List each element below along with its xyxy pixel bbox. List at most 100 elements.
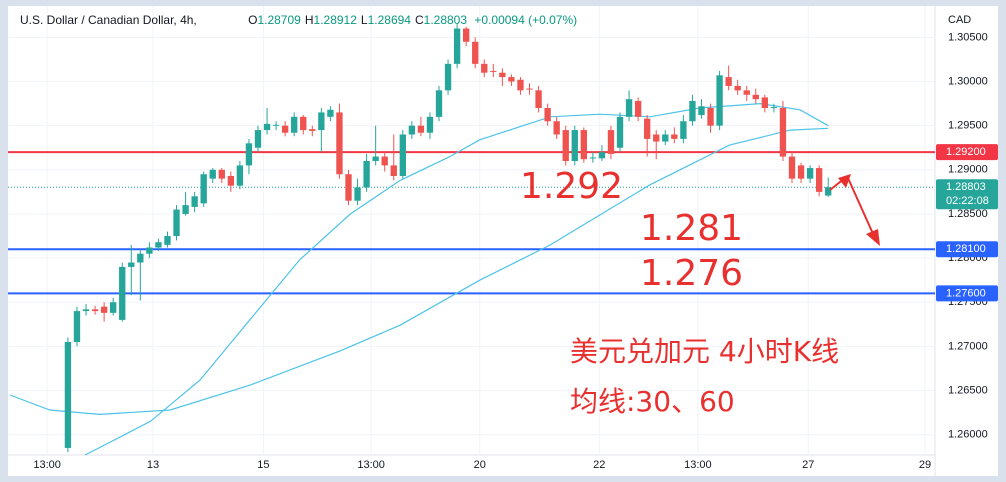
change: +0.00094 (+0.07%) [474, 13, 578, 27]
candle-body [64, 341, 72, 448]
x-tick-label: 27 [802, 459, 814, 471]
candle-body [589, 157, 597, 159]
moving-average [9, 127, 829, 416]
candle-body [345, 174, 352, 201]
candle-body [490, 70, 497, 72]
annotation: 1.276 [640, 253, 744, 294]
y-tick-label: 1.26000 [948, 429, 988, 441]
candle-body [263, 123, 271, 131]
candle-body [535, 90, 542, 109]
candle-body [100, 306, 108, 313]
current-price-box [936, 179, 998, 210]
currency-label: CAD [948, 14, 971, 26]
x-tick-label: 29 [919, 459, 931, 471]
candle-body [372, 156, 379, 161]
chart-background [8, 6, 998, 476]
candle-body [462, 28, 470, 42]
candle-body [200, 174, 207, 204]
candle-body [499, 72, 506, 78]
candle-body [680, 121, 687, 139]
candle-body [526, 88, 533, 90]
candle-body [399, 134, 406, 176]
candle-body [173, 209, 180, 237]
candle-body [318, 112, 325, 131]
y-tick-label: 1.27000 [948, 340, 988, 352]
candle-body [517, 79, 524, 91]
candle-body [209, 169, 216, 179]
candle-body [779, 108, 787, 157]
x-tick-label: 22 [593, 459, 605, 471]
y-tick-label: 1.28500 [948, 208, 988, 220]
x-tick-label: 13:00 [33, 459, 61, 471]
level-label: 1.29200 [946, 146, 986, 158]
candle-body [381, 156, 388, 166]
candle-body [254, 130, 262, 148]
annotation: 1.292 [520, 166, 624, 207]
candle-body [354, 187, 361, 201]
candle-body [734, 85, 741, 91]
candle-body [797, 165, 805, 179]
candle-body [218, 169, 225, 179]
candle-body [653, 134, 660, 142]
candle-body [644, 118, 651, 139]
candle-body [119, 266, 126, 320]
countdown-label: 02:22:08 [946, 195, 989, 207]
y-tick-label: 1.29000 [948, 164, 988, 176]
candle-body [417, 125, 425, 133]
candle-body [408, 125, 416, 135]
candle-body [544, 108, 551, 122]
ohlc-value: 1.28912 [313, 13, 357, 27]
symbol-title: U.S. Dollar / Canadian Dollar, 4h, [20, 13, 197, 27]
candle-body [236, 165, 244, 186]
candle-body [281, 125, 289, 133]
candle-body [815, 168, 823, 192]
candle-body [743, 90, 750, 95]
candle-body [137, 253, 144, 263]
candle-body [481, 63, 488, 73]
candle-body [698, 106, 705, 116]
moving-average [84, 102, 829, 456]
x-tick-label: 13 [147, 459, 159, 471]
x-tick-label: 20 [474, 459, 486, 471]
level-label-box [936, 144, 998, 161]
header: U.S. Dollar / Canadian Dollar, 4h, O1.28… [20, 13, 581, 27]
candle-body [300, 116, 307, 131]
ohlc-value: 1.28694 [367, 13, 411, 27]
candle-body [73, 311, 81, 342]
candle-body [625, 99, 633, 117]
ohlc-value: 1.28709 [257, 13, 301, 27]
candle-body [571, 130, 578, 161]
candle-body [426, 116, 434, 133]
candle-body [825, 187, 832, 196]
x-tick-label: 15 [257, 459, 269, 471]
candle-body [309, 129, 316, 131]
candle-body [752, 94, 759, 100]
annotation: 均线:30、60 [570, 385, 735, 418]
candle-body [770, 107, 778, 109]
candle-body [671, 134, 678, 139]
candle-body [616, 116, 624, 148]
candle-body [327, 109, 334, 117]
candle-body [182, 205, 189, 214]
candle-body [707, 108, 714, 126]
candle-body [725, 77, 732, 86]
ohlc-label: L [360, 13, 368, 27]
candle-body [788, 156, 796, 179]
candle-body [472, 41, 479, 64]
candle-body [761, 97, 769, 109]
candle-body [146, 247, 153, 254]
annotation: 美元兑加元 4小时K线 [570, 335, 840, 368]
ohlc-readout: O1.28709 H1.28912 L1.28694 C1.28803 [248, 13, 471, 27]
candle-body [634, 100, 642, 117]
current-price-label: 1.28803 [946, 181, 986, 193]
candle-body [91, 309, 99, 312]
y-tick-label: 1.30000 [948, 75, 988, 87]
candle-body [553, 121, 560, 135]
candle-body [291, 116, 298, 133]
candle-body [363, 160, 370, 188]
annotation: 1.281 [640, 208, 744, 249]
candle-body [336, 112, 343, 175]
candle-body [191, 196, 198, 207]
candle-body [716, 75, 723, 126]
